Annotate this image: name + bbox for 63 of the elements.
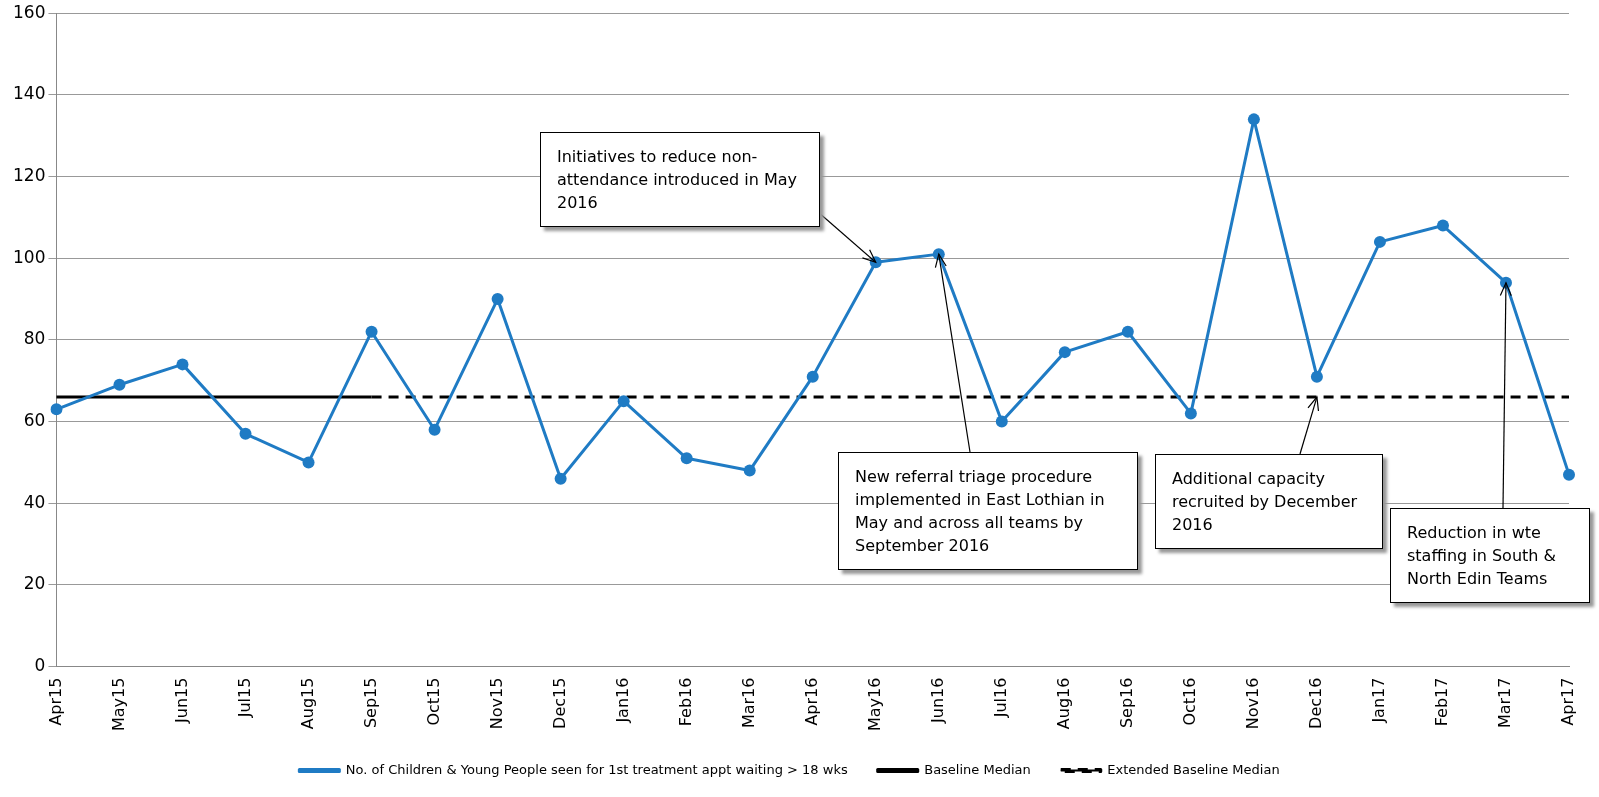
point: [1310, 370, 1323, 383]
point: [50, 403, 63, 416]
x-tick-label: Nov15: [486, 677, 506, 730]
point: [239, 427, 252, 440]
legend-label: Extended Baseline Median: [1107, 761, 1280, 777]
legend-label: Baseline Median: [924, 761, 1031, 777]
point: [1058, 346, 1071, 359]
x-tick-label: Nov16: [1243, 677, 1263, 730]
annotation: Reduction in wte staffing in South & North Edin Teams: [1390, 508, 1590, 603]
point: [995, 415, 1008, 428]
x-tick-label: Sep15: [360, 677, 380, 729]
point: [1436, 219, 1449, 232]
x-tick-label: Jul15: [234, 677, 254, 719]
point: [554, 472, 567, 485]
x-tick-label: Feb17: [1432, 677, 1452, 727]
point: [176, 358, 189, 371]
annotation: Initiatives to reduce non-attendance introduced in May 2016: [540, 132, 820, 227]
y-tick-label: 80: [23, 328, 46, 349]
x-tick-label: Apr16: [801, 677, 821, 726]
point: [428, 423, 441, 436]
x-tick-label: Oct15: [423, 677, 443, 726]
x-tick-label: May16: [864, 677, 884, 731]
x-tick-label: Mar16: [738, 677, 758, 729]
point: [743, 464, 756, 477]
point: [1247, 113, 1260, 126]
x-tick-label: Apr15: [45, 677, 65, 726]
y-tick-label: 60: [23, 409, 46, 430]
x-tick-label: Aug16: [1053, 677, 1073, 730]
point: [1121, 325, 1134, 338]
x-tick-label: Jun16: [927, 677, 947, 724]
x-tick-label: May15: [108, 677, 128, 731]
x-tick-label: Dec16: [1306, 677, 1326, 729]
point: [113, 378, 126, 391]
x-tick-label: Mar17: [1495, 677, 1515, 729]
y-tick-label: 20: [23, 573, 46, 594]
y-tick-label: 120: [12, 164, 46, 185]
x-tick-label: Aug15: [297, 677, 317, 730]
point: [806, 370, 819, 383]
annotation: New referral triage procedure implemented in East Lothian in May and across all teams by September 2016: [838, 452, 1138, 570]
point: [491, 293, 504, 306]
point: [365, 325, 378, 338]
annotation: Additional capacity recruited by December 2016: [1155, 454, 1383, 549]
point: [1373, 235, 1386, 248]
point: [1563, 468, 1575, 481]
y-tick-label: 0: [34, 654, 46, 675]
x-tick-label: Oct16: [1180, 677, 1200, 726]
y-tick-label: 40: [23, 491, 46, 512]
point: [680, 452, 693, 465]
x-tick-label: Dec15: [549, 677, 569, 729]
point: [1184, 407, 1197, 420]
y-tick-label: 100: [12, 246, 46, 267]
x-tick-label: Apr17: [1558, 677, 1578, 726]
x-tick-label: Feb16: [675, 677, 695, 727]
point: [302, 456, 315, 469]
x-tick-label: Sep16: [1117, 677, 1136, 729]
x-tick-label: Jun15: [171, 677, 191, 724]
y-tick-label: 160: [12, 1, 46, 22]
x-tick-label: Jan17: [1369, 677, 1389, 724]
point: [617, 395, 630, 408]
x-tick-label: Jan16: [612, 677, 632, 724]
x-tick-label: Jul16: [990, 677, 1010, 719]
y-tick-label: 140: [12, 83, 46, 104]
legend-label: No. of Children & Young People seen for 1st treatment appt waiting > 18 wks: [345, 761, 848, 777]
